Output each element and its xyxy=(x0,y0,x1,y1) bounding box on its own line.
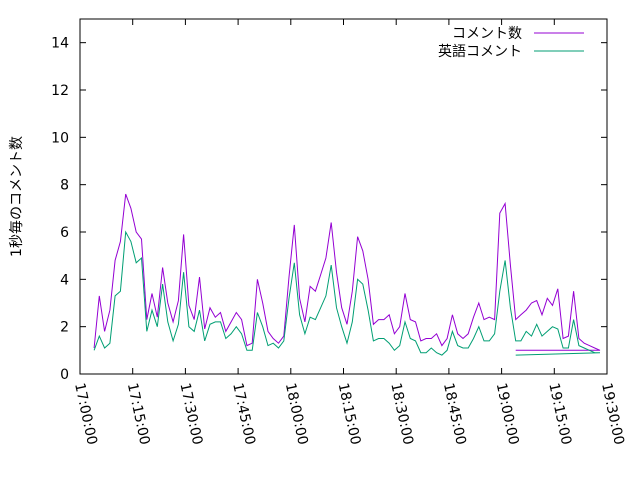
x-tick-label: 18:45:00 xyxy=(440,382,469,447)
x-tick-label: 18:00:00 xyxy=(282,382,311,447)
x-tick-label: 17:30:00 xyxy=(176,382,205,447)
y-tick-label: 14 xyxy=(51,36,69,52)
x-tick-label: 19:30:00 xyxy=(598,382,627,447)
y-tick-label: 4 xyxy=(60,272,69,288)
legend-label: コメント数 xyxy=(452,26,522,42)
y-tick-label: 12 xyxy=(51,83,69,99)
y-tick-label: 0 xyxy=(60,367,69,383)
y-tick-label: 2 xyxy=(60,320,69,336)
x-axis: 17:00:00 17:15:00 17:30:00 17:45:00 18:00:00… xyxy=(71,19,627,446)
x-tick-label: 18:30:00 xyxy=(387,382,416,447)
x-tick-label: 18:15:00 xyxy=(335,382,364,447)
y-tick-label: 10 xyxy=(51,130,69,146)
series-line-0 xyxy=(93,193,601,351)
series-lines xyxy=(93,193,601,356)
x-tick-label: 17:15:00 xyxy=(124,382,153,447)
x-tick-label: 17:00:00 xyxy=(71,382,100,447)
series-line-1 xyxy=(93,230,601,356)
legend-label: 英語コメント xyxy=(438,43,522,60)
y-axis: 0 2 4 6 8 10 12 14 xyxy=(51,36,607,383)
y-axis-label: 1秒毎のコメント数 xyxy=(9,136,25,257)
x-tick-label: 17:45:00 xyxy=(229,382,258,447)
x-tick-label: 19:00:00 xyxy=(493,382,522,447)
y-tick-label: 6 xyxy=(60,225,69,241)
y-tick-label: 8 xyxy=(60,178,69,194)
x-tick-label: 19:15:00 xyxy=(545,382,574,447)
plot-frame xyxy=(79,18,608,375)
